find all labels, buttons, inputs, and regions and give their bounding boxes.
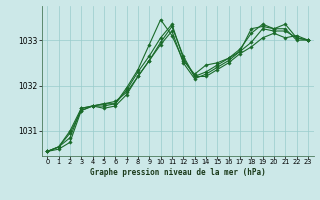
X-axis label: Graphe pression niveau de la mer (hPa): Graphe pression niveau de la mer (hPa) [90,168,266,177]
